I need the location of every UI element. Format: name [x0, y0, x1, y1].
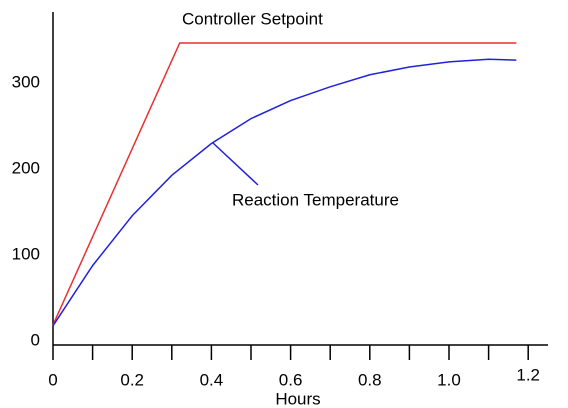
series-line [52, 58, 517, 327]
annotation-leader [212, 142, 259, 186]
x-tick-label: 0.2 [120, 370, 144, 389]
series-label: Controller Setpoint [182, 9, 323, 28]
y-tick-label: 100 [12, 245, 40, 264]
series-line [52, 42, 517, 326]
y-tick-label: 200 [12, 159, 40, 178]
x-tick-label: 0.4 [200, 370, 224, 389]
x-tick-label: 0 [48, 370, 57, 389]
series-label: Reaction Temperature [232, 190, 399, 209]
y-tick-label: 300 [12, 73, 40, 92]
x-axis-label: Hours [275, 389, 320, 408]
x-tick-label: 1.2 [516, 365, 540, 384]
x-tick-label: 0.8 [358, 370, 382, 389]
x-tick-label: 0.6 [279, 370, 303, 389]
y-tick-label: 0 [31, 330, 40, 349]
x-tick-label: 1.0 [437, 370, 461, 389]
